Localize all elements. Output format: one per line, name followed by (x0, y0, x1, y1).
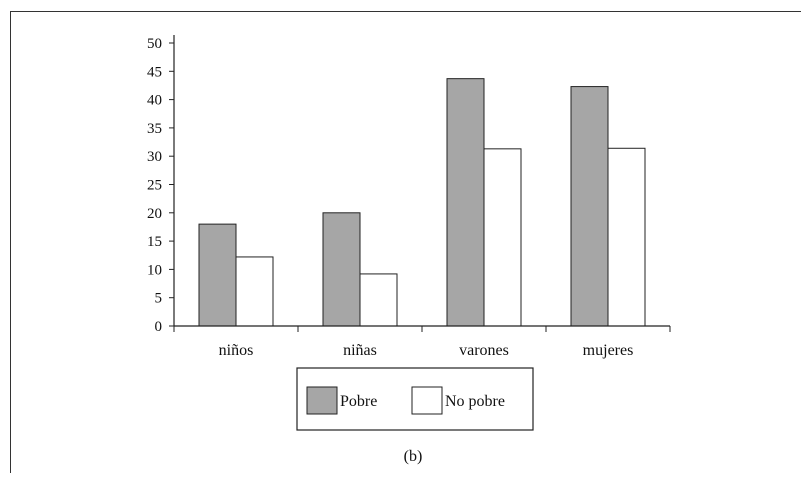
x-categories-group: niños niñas varones mujeres (173, 326, 671, 359)
x-category-label: niños (219, 342, 254, 359)
y-ticks-group: 0 5 10 15 20 25 30 35 40 45 50 (147, 36, 174, 335)
y-tick-label: 50 (147, 36, 162, 52)
x-category-label: varones (459, 342, 509, 359)
bar-no-pobre (607, 147, 646, 327)
bars-group (198, 78, 646, 327)
x-category-label: mujeres (583, 342, 634, 359)
bar-pobre (570, 86, 609, 327)
panel-top-border (10, 11, 801, 12)
figure-caption: (b) (404, 448, 423, 465)
y-tick-label: 5 (155, 291, 163, 307)
y-tick-label: 10 (147, 262, 162, 278)
legend-label-pobre: Pobre (340, 393, 377, 410)
x-category-label: niñas (343, 342, 377, 359)
y-tick-label: 25 (147, 178, 162, 194)
bar-pobre (198, 223, 237, 327)
y-tick-label: 15 (147, 234, 162, 250)
panel-left-border (10, 11, 11, 473)
y-tick-label: 30 (147, 149, 162, 165)
bar-no-pobre (235, 256, 274, 327)
bar-pobre (446, 78, 485, 327)
legend: Pobre No pobre (296, 367, 534, 431)
legend-label-no-pobre: No pobre (445, 393, 505, 410)
y-tick-label: 40 (147, 93, 162, 109)
bar-pobre (322, 212, 361, 327)
bar-no-pobre (359, 273, 398, 327)
y-tick-label: 35 (147, 121, 162, 137)
y-tick-label: 20 (147, 206, 162, 222)
y-tick-label: 45 (147, 64, 162, 80)
legend-swatch-pobre (306, 386, 338, 415)
legend-swatch-no-pobre (411, 386, 443, 415)
y-tick-label: 0 (155, 319, 163, 335)
bar-no-pobre (483, 148, 522, 327)
